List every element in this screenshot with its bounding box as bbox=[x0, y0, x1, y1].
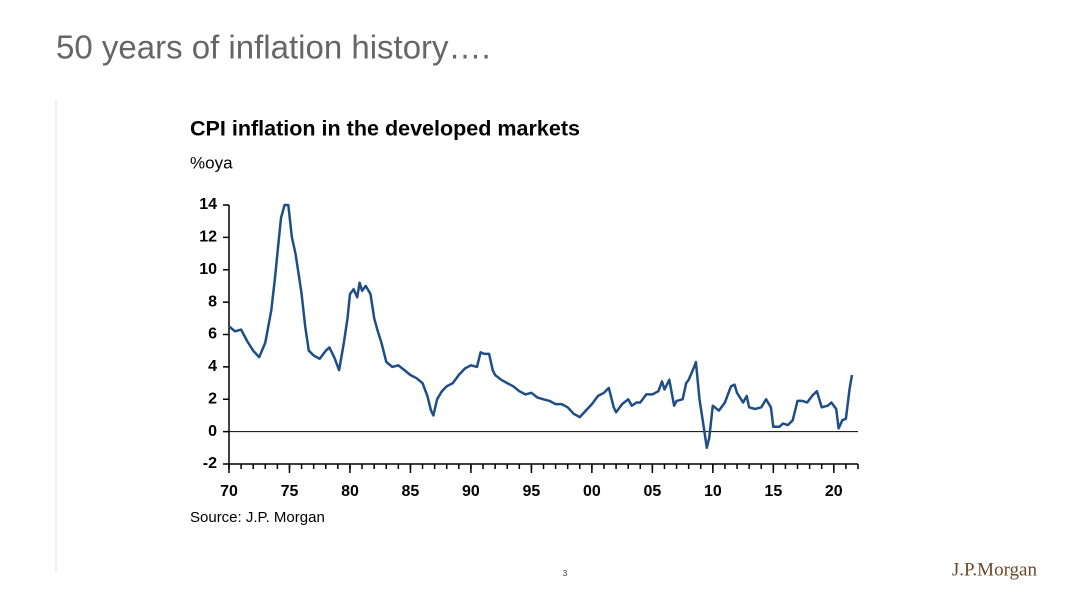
x-tick-label: 20 bbox=[825, 483, 843, 500]
slide-title: 50 years of inflation history…. bbox=[56, 29, 491, 66]
cpi-line bbox=[228, 203, 854, 450]
x-tick-label: 85 bbox=[402, 483, 420, 500]
y-tick-label: 14 bbox=[199, 196, 217, 213]
chart-title: CPI inflation in the developed markets bbox=[190, 118, 580, 141]
page-number: 3 bbox=[563, 569, 568, 578]
y-tick-label: -2 bbox=[203, 455, 217, 472]
plot: -2 0 2 4 6 8 10 12 14 70 75 80 85 90 95 00 05 10 15 20 bbox=[199, 196, 859, 500]
y-tick-label: 6 bbox=[208, 326, 217, 343]
x-tick-label: 70 bbox=[220, 483, 238, 500]
x-tick-label: 00 bbox=[583, 483, 601, 500]
logo: J.P.Morgan bbox=[952, 559, 1038, 580]
chart-subtitle: %oya bbox=[190, 153, 233, 172]
x-tick-label: 05 bbox=[643, 483, 661, 500]
y-tick-label: 4 bbox=[208, 358, 217, 375]
y-tick-label: 0 bbox=[208, 423, 217, 440]
y-tick-label: 8 bbox=[208, 293, 217, 310]
y-tick-label: 12 bbox=[199, 229, 217, 246]
source: Source: J.P. Morgan bbox=[190, 509, 325, 526]
x-tick-label: 95 bbox=[523, 483, 541, 500]
x-tick-label: 15 bbox=[764, 483, 782, 500]
y-tick-label: 2 bbox=[208, 390, 217, 407]
x-tick-label: 80 bbox=[341, 483, 359, 500]
x-tick-label: 10 bbox=[704, 483, 722, 500]
y-tick-label: 10 bbox=[199, 261, 217, 278]
x-tick-label: 75 bbox=[281, 483, 299, 500]
x-tick-label: 90 bbox=[462, 483, 480, 500]
